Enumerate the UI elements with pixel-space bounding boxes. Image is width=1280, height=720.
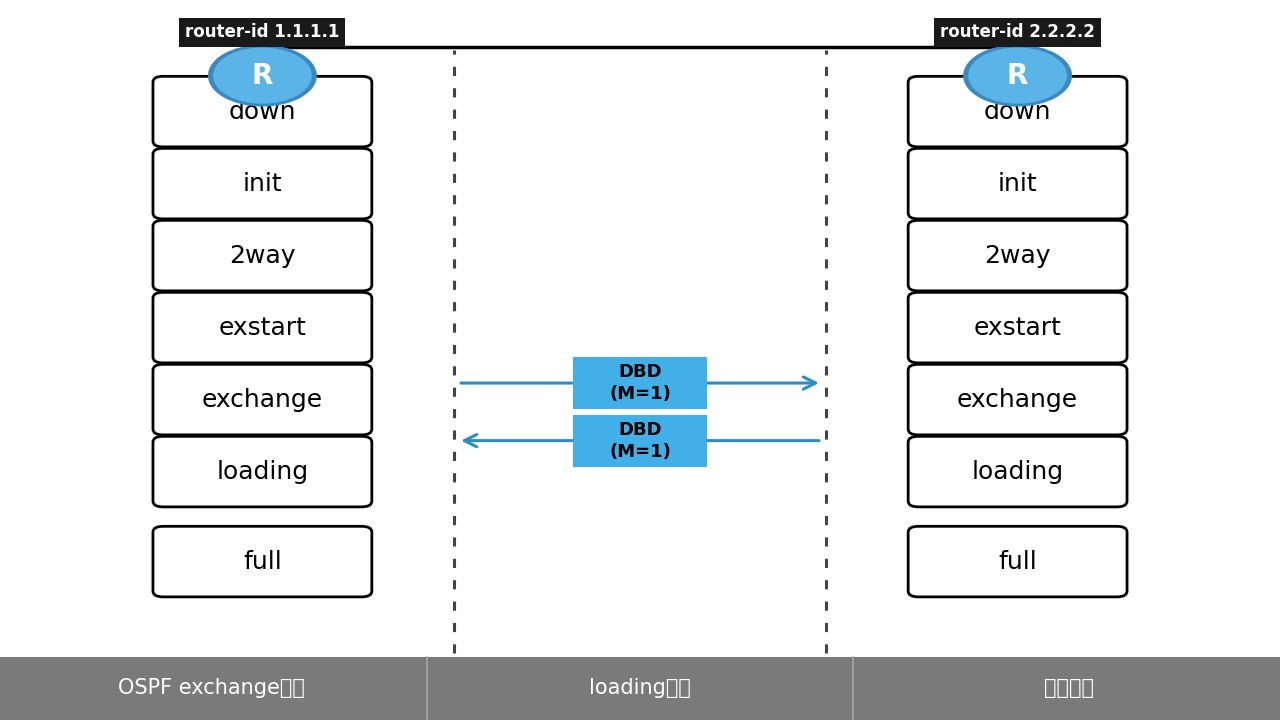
Text: loading状态: loading状态: [589, 678, 691, 698]
FancyBboxPatch shape: [154, 148, 371, 219]
Text: router-id 1.1.1.1: router-id 1.1.1.1: [186, 23, 339, 41]
Text: down: down: [229, 99, 296, 124]
Text: full: full: [998, 549, 1037, 574]
Text: init: init: [243, 171, 282, 196]
Text: down: down: [984, 99, 1051, 124]
Text: 邻接状态: 邻接状态: [1043, 678, 1094, 698]
Text: loading: loading: [216, 459, 308, 484]
FancyBboxPatch shape: [154, 526, 371, 597]
Bar: [573, 357, 707, 409]
FancyBboxPatch shape: [154, 436, 371, 507]
FancyBboxPatch shape: [909, 292, 1128, 363]
Text: DBD
(M=1): DBD (M=1): [609, 420, 671, 461]
FancyBboxPatch shape: [909, 364, 1128, 435]
FancyBboxPatch shape: [909, 148, 1128, 219]
Text: 2way: 2way: [984, 243, 1051, 268]
Text: full: full: [243, 549, 282, 574]
Bar: [573, 415, 707, 467]
Circle shape: [969, 48, 1066, 103]
Text: exstart: exstart: [219, 315, 306, 340]
Text: 2way: 2way: [229, 243, 296, 268]
Text: loading: loading: [972, 459, 1064, 484]
FancyBboxPatch shape: [154, 220, 371, 291]
Text: init: init: [998, 171, 1037, 196]
Text: R: R: [252, 62, 273, 89]
FancyBboxPatch shape: [909, 436, 1128, 507]
FancyBboxPatch shape: [909, 220, 1128, 291]
Circle shape: [964, 45, 1071, 106]
FancyBboxPatch shape: [909, 76, 1128, 147]
Text: exstart: exstart: [974, 315, 1061, 340]
Bar: [0, 657, 1280, 720]
Text: R: R: [1007, 62, 1028, 89]
FancyBboxPatch shape: [909, 526, 1128, 597]
Text: DBD
(M=1): DBD (M=1): [609, 363, 671, 403]
Circle shape: [214, 48, 311, 103]
Text: exchange: exchange: [957, 387, 1078, 412]
FancyBboxPatch shape: [154, 76, 371, 147]
Circle shape: [209, 45, 316, 106]
Text: router-id 2.2.2.2: router-id 2.2.2.2: [941, 23, 1094, 41]
FancyBboxPatch shape: [154, 364, 371, 435]
Text: exchange: exchange: [202, 387, 323, 412]
Text: OSPF exchange状态: OSPF exchange状态: [118, 678, 305, 698]
FancyBboxPatch shape: [154, 292, 371, 363]
